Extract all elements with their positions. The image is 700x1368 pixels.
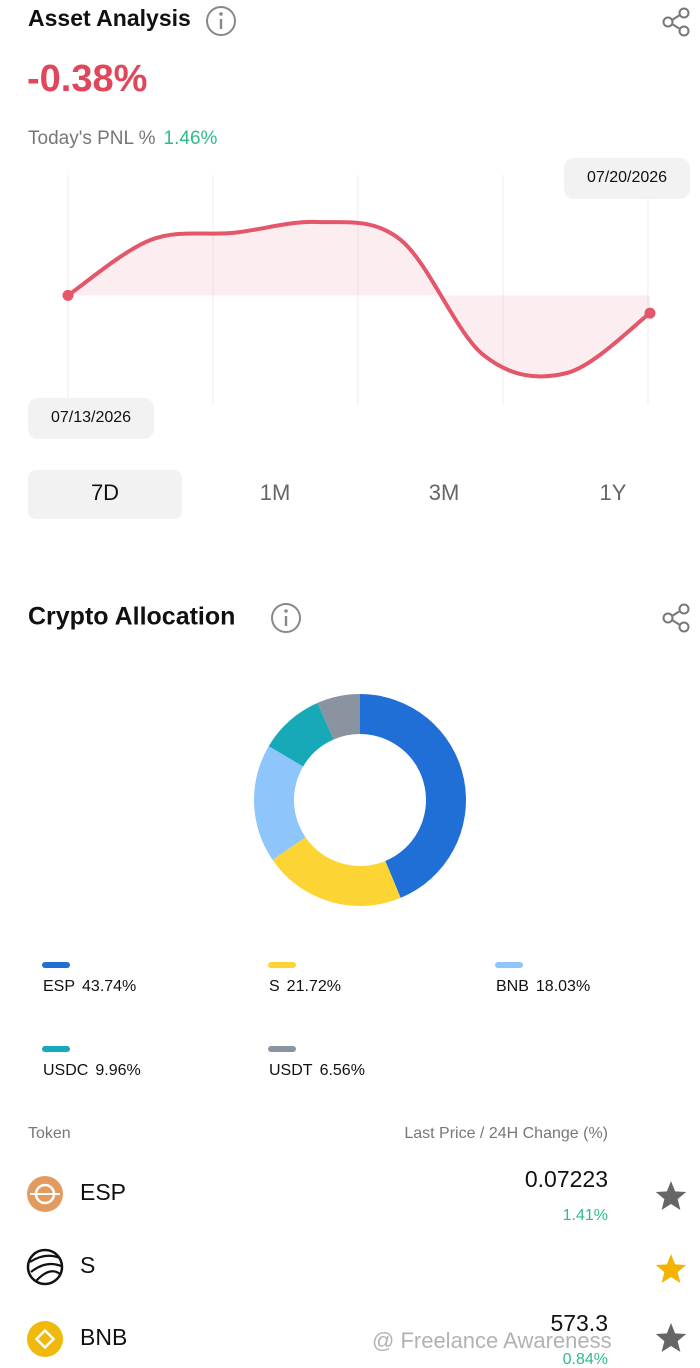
- date-bubble: [564, 158, 690, 199]
- token-row[interactable]: ESP 0.07223 1.41%: [27, 1166, 608, 1224]
- favorite-star[interactable]: [655, 1181, 687, 1210]
- pnl-line-chart: 07/13/2026 07/20/2026: [28, 158, 690, 439]
- legend-swatch: [268, 962, 296, 968]
- legend-value: 9.96%: [95, 1062, 140, 1079]
- token-row[interactable]: S: [26, 1248, 95, 1286]
- token-name: BNB: [80, 1324, 127, 1350]
- watermark: @ Freelance Awareness: [372, 1328, 612, 1353]
- legend-value: 6.56%: [320, 1062, 365, 1079]
- legend-value: 43.74%: [82, 978, 136, 995]
- token-icon: [27, 1321, 63, 1357]
- section-title: Crypto Allocation: [28, 603, 235, 631]
- token-row[interactable]: BNB 573.3 0.84%: [27, 1310, 608, 1368]
- date-bubble: [28, 398, 154, 439]
- legend-name: USDC: [43, 1062, 88, 1079]
- token-icon: [27, 1176, 63, 1212]
- legend-swatch: [268, 1046, 296, 1052]
- token-price: 0.07223: [525, 1166, 608, 1192]
- favorite-star[interactable]: [655, 1323, 687, 1352]
- pnl-value: -0.38%: [27, 58, 147, 100]
- share-icon[interactable]: [662, 603, 690, 633]
- end-point: [644, 307, 656, 319]
- token-name: ESP: [80, 1179, 126, 1205]
- range-tab[interactable]: 7D: [91, 480, 119, 505]
- donut-slice: [254, 746, 306, 860]
- today-pnl-label: Today's PNL %: [28, 128, 156, 149]
- section-title: Asset Analysis: [28, 5, 191, 31]
- legend-swatch: [42, 962, 70, 968]
- range-tab[interactable]: 3M: [429, 480, 460, 505]
- info-icon[interactable]: [206, 6, 236, 36]
- pnl-area: [68, 221, 650, 377]
- donut-slice: [268, 702, 334, 767]
- legend-value: 18.03%: [536, 978, 590, 995]
- donut-slice: [317, 694, 360, 740]
- legend-name: USDT: [269, 1062, 313, 1079]
- info-icon[interactable]: [271, 603, 301, 633]
- date-label: 07/20/2026: [587, 169, 667, 186]
- date-label: 07/13/2026: [51, 409, 131, 426]
- token-icon: [26, 1248, 64, 1286]
- range-tab[interactable]: 1Y: [600, 480, 627, 505]
- donut-slice: [360, 694, 466, 898]
- token-change: 1.41%: [563, 1207, 608, 1224]
- pnl-line: [66, 219, 652, 379]
- allocation-donut: [254, 694, 466, 906]
- end-point: [62, 289, 74, 301]
- tab-selected-bg: [28, 470, 182, 519]
- legend-name: BNB: [496, 978, 529, 995]
- share-icon[interactable]: [662, 7, 690, 37]
- legend-swatch: [42, 1046, 70, 1052]
- donut-slice: [272, 837, 401, 906]
- token-price: 573.3: [550, 1310, 608, 1336]
- table-header: Token: [28, 1125, 71, 1142]
- legend: ESP 43.74% S 21.72% BNB 18.03% USDC 9.96% USDT 6.…: [42, 962, 590, 1079]
- token-name: S: [80, 1252, 95, 1278]
- legend-value: 21.72%: [287, 978, 341, 995]
- favorite-star[interactable]: [655, 1254, 687, 1283]
- token-change: 0.84%: [563, 1351, 608, 1368]
- table-header: Last Price / 24H Change (%): [404, 1125, 608, 1142]
- range-tab[interactable]: 1M: [260, 480, 291, 505]
- legend-name: ESP: [43, 978, 75, 995]
- legend-name: S: [269, 978, 280, 995]
- today-pnl-value: 1.46%: [164, 128, 218, 149]
- legend-swatch: [495, 962, 523, 968]
